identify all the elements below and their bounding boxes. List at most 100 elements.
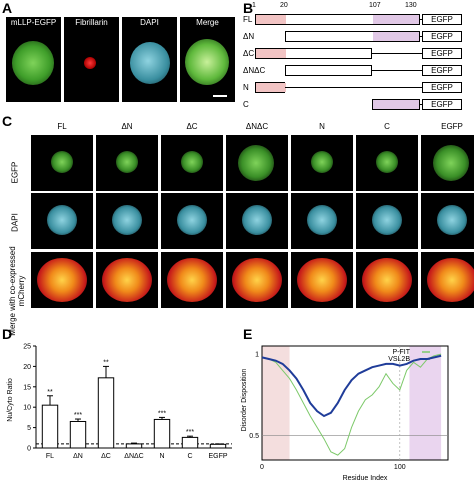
bar [181,436,199,449]
micrograph-tile [31,135,93,191]
y-tick-label: 20 [23,364,31,371]
egfp-tag: EGFP [422,48,462,59]
bar [153,418,171,449]
micrograph-label: DAPI [140,18,159,27]
category-label: N [159,453,164,460]
construct-name: ΔC [243,49,255,58]
cell [238,145,274,181]
cell [437,205,467,235]
significance-label: ** [103,359,109,366]
egfp-tag: EGFP [422,31,462,42]
category-label: C [187,453,192,460]
micrograph-tile [161,193,223,249]
cell [372,205,402,235]
y-tick-label: 0.5 [249,433,259,440]
linker [285,87,422,88]
micrograph-label: Merge [196,18,219,27]
cell [297,258,347,302]
micrograph-tile [421,252,474,308]
micrograph-tile [226,193,288,249]
cell [427,258,474,302]
panel-label-b: B [243,0,254,16]
column-label: EGFP [441,122,463,131]
cell [311,151,333,173]
scale-bar [213,95,227,97]
cell [116,151,138,173]
egfp-tag: EGFP [422,82,462,93]
egfp-tag: EGFP [422,14,462,25]
cell [232,258,282,302]
cell [102,258,152,302]
cell [433,145,469,181]
chart-e: Disorder Disposition Residue Index 1 0.5 0… [241,345,449,482]
micrograph-tile [356,252,418,308]
construct-name: N [243,83,249,92]
cell [307,205,337,235]
panel-label-d: D [2,326,13,342]
row-label-merge: Merge with co-expressed mCherry [8,246,26,336]
construct-bar [285,65,372,76]
y-tick-label: 15 [23,384,31,391]
egfp-tag: EGFP [422,99,462,110]
cell [181,151,203,173]
cell [37,258,87,302]
y-axis-label: Nu/Cyto Ratio [7,378,14,422]
row-label-egfp: EGFP [10,161,20,184]
micrograph-tile [31,193,93,249]
significance-label: ** [47,389,53,396]
n-region-shade [262,346,290,460]
panel-label-a: A [2,0,13,16]
series-p-fit [261,353,442,456]
cell [362,258,412,302]
dapi-nucleus [130,42,170,84]
tick-107: 107 [369,2,381,9]
micrograph-dapi: DAPI [122,17,177,102]
bar [69,420,87,449]
micrograph-tile [226,252,288,308]
column-label: FL [57,122,67,131]
micrograph-tile [421,135,474,191]
linker [372,53,422,54]
merge-nucleus [185,39,229,85]
tick-20: 20 [280,2,288,9]
micrograph-tile [421,193,474,249]
construct-bar [255,48,372,59]
y-tick-label: 25 [23,344,31,351]
construct-bar [372,99,420,110]
c-region [373,15,419,24]
series-vsl2b [261,354,442,418]
significance-label: *** [158,410,166,417]
legend-label: P-FIT [393,349,411,356]
linker [420,36,422,37]
significance-label: *** [186,429,194,436]
micrograph-fibrillarin: Fibrillarin [64,17,119,102]
row-label-dapi: DAPI [10,213,20,232]
cell [167,258,217,302]
cell [47,205,77,235]
tick-1: 1 [252,2,256,9]
bar [41,404,59,449]
micrograph-tile [356,135,418,191]
y-tick-label: 0 [27,446,31,453]
bar [125,443,143,449]
x-tick-label: 100 [394,464,406,471]
nucleolus-spot [84,57,96,69]
panel-label-e: E [243,326,253,342]
construct-name: ΔN [243,32,255,41]
micrograph-tile [291,135,353,191]
linker [420,19,422,20]
micrograph-tile [356,193,418,249]
column-label: C [384,122,390,131]
legend-label: VSL2B [388,356,410,363]
micrograph-mllp-egfp: mLLP-EGFP [6,17,61,102]
cell-nucleus [12,41,54,85]
construct-bar [255,14,420,25]
c-region-shade [409,346,442,460]
construct-name: C [243,100,249,109]
micrograph-tile [96,193,158,249]
bar [209,443,227,449]
category-label: FL [46,453,54,460]
x-tick-label: 0 [260,464,264,471]
column-label: ΔN [121,122,133,131]
micrograph-tile [226,135,288,191]
